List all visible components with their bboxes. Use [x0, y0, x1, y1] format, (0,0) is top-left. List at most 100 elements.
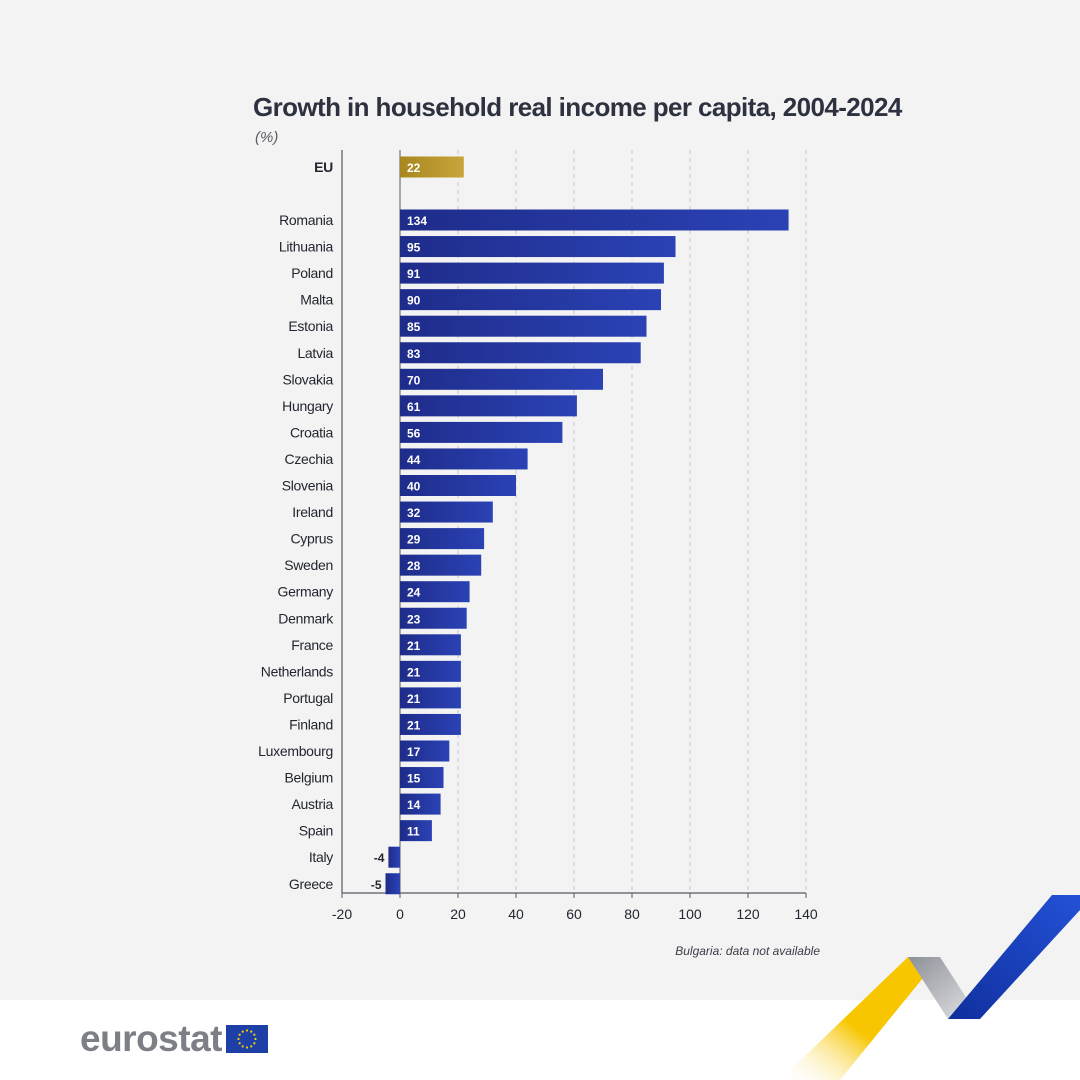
- bar-hungary: [400, 395, 577, 417]
- eu-flag-icon: [225, 1025, 268, 1053]
- bar-poland: [400, 262, 664, 284]
- flag-star: [241, 1030, 244, 1033]
- category-label: Germany: [278, 584, 334, 600]
- category-label: Slovakia: [282, 371, 333, 387]
- bars: [385, 156, 789, 895]
- bar-czechia: [400, 448, 528, 470]
- data-label: 134: [407, 214, 427, 228]
- category-label: Sweden: [284, 557, 333, 573]
- bar-italy: [388, 846, 400, 868]
- grid-lines: [457, 150, 807, 893]
- data-label: 21: [407, 639, 421, 653]
- x-tick-label: -20: [332, 906, 352, 922]
- x-tick-label: 20: [450, 906, 466, 922]
- bar-eu: [400, 156, 464, 178]
- data-label: 21: [407, 692, 421, 706]
- data-label: 24: [407, 586, 421, 600]
- flag-star: [245, 1046, 249, 1049]
- category-label: Latvia: [297, 345, 333, 361]
- category-label: Czechia: [285, 451, 334, 467]
- category-label: Lithuania: [279, 239, 334, 255]
- footer-band: [0, 1000, 1080, 1080]
- data-label: -5: [371, 878, 382, 892]
- eurostat-logo[interactable]: eurostat: [80, 1018, 268, 1060]
- data-label: 70: [407, 373, 421, 387]
- category-label: Ireland: [292, 504, 333, 520]
- bar-latvia: [400, 342, 641, 364]
- category-label: Spain: [299, 823, 333, 839]
- bar-finland: [400, 713, 461, 735]
- bar-belgium: [400, 767, 444, 789]
- data-label: 61: [407, 400, 421, 414]
- x-tick-label: 60: [566, 906, 582, 922]
- bar-austria: [400, 793, 441, 815]
- flag-star: [245, 1029, 249, 1032]
- category-label: Slovenia: [282, 478, 334, 494]
- data-label: -4: [374, 851, 385, 865]
- bar-romania: [400, 209, 789, 231]
- x-tick-label: 100: [678, 906, 702, 922]
- data-label: 21: [407, 665, 421, 679]
- x-tick-label: 40: [508, 906, 524, 922]
- category-label: Malta: [300, 292, 333, 308]
- yellow-stripe: [780, 957, 940, 1080]
- category-label: Luxembourg: [258, 743, 333, 759]
- category-label: Croatia: [290, 424, 334, 440]
- corner-chevron-graphic: [780, 895, 1080, 1080]
- bar-sweden: [400, 554, 482, 576]
- bar-greece: [385, 873, 400, 895]
- data-label: 22: [407, 161, 421, 175]
- bar-slovenia: [400, 475, 516, 496]
- category-label: EU: [314, 159, 333, 175]
- bar-spain: [400, 820, 432, 842]
- category-label: Estonia: [288, 318, 333, 334]
- category-label: Hungary: [282, 398, 333, 414]
- flag-star: [253, 1033, 256, 1036]
- data-label: 21: [407, 718, 421, 732]
- x-tick-label: 80: [624, 906, 640, 922]
- flag-star: [238, 1042, 241, 1045]
- bar-lithuania: [400, 236, 676, 258]
- chart-title: Growth in household real income per capi…: [253, 92, 902, 122]
- category-label: Cyprus: [290, 531, 333, 547]
- category-label: Poland: [291, 265, 333, 281]
- flag-star: [250, 1030, 253, 1033]
- x-tick-label: 0: [396, 906, 404, 922]
- category-label: Denmark: [278, 610, 334, 626]
- bar-portugal: [400, 687, 461, 709]
- data-label: 95: [407, 241, 421, 255]
- bar-france: [400, 634, 461, 656]
- category-label: Finland: [289, 716, 333, 732]
- flag-star: [238, 1033, 241, 1036]
- data-label: 44: [407, 453, 421, 467]
- flag-star: [241, 1045, 244, 1048]
- category-label: France: [291, 637, 333, 653]
- bar-ireland: [400, 501, 493, 523]
- category-label: Austria: [292, 796, 334, 812]
- bar-croatia: [400, 421, 563, 443]
- data-label: 90: [407, 294, 421, 308]
- bar-cyprus: [400, 528, 485, 550]
- category-label: Belgium: [285, 770, 333, 786]
- data-label: 32: [407, 506, 421, 520]
- category-label: Portugal: [283, 690, 333, 706]
- data-label: 14: [407, 798, 421, 812]
- blue-stripe: [948, 895, 1080, 1019]
- flag-star: [253, 1042, 256, 1045]
- category-label: Greece: [289, 876, 334, 892]
- data-label: 15: [407, 772, 421, 786]
- labels: -20 0 20 40 60 80 100 120 140 EU 22 Romania 134 Lithu…: [258, 159, 818, 922]
- data-label: 23: [407, 612, 421, 626]
- category-label: Netherlands: [261, 663, 333, 679]
- data-label: 17: [407, 745, 421, 759]
- data-label: 40: [407, 480, 421, 494]
- data-label: 91: [407, 267, 421, 281]
- data-label: 56: [407, 426, 421, 440]
- flag-star: [250, 1045, 253, 1048]
- logo-text: eurostat: [80, 1018, 222, 1059]
- data-label: 29: [407, 533, 421, 547]
- x-tick-label: 120: [736, 906, 760, 922]
- footnote: Bulgaria: data not available: [675, 944, 820, 958]
- flag-star: [254, 1037, 257, 1041]
- category-label: Italy: [309, 849, 333, 865]
